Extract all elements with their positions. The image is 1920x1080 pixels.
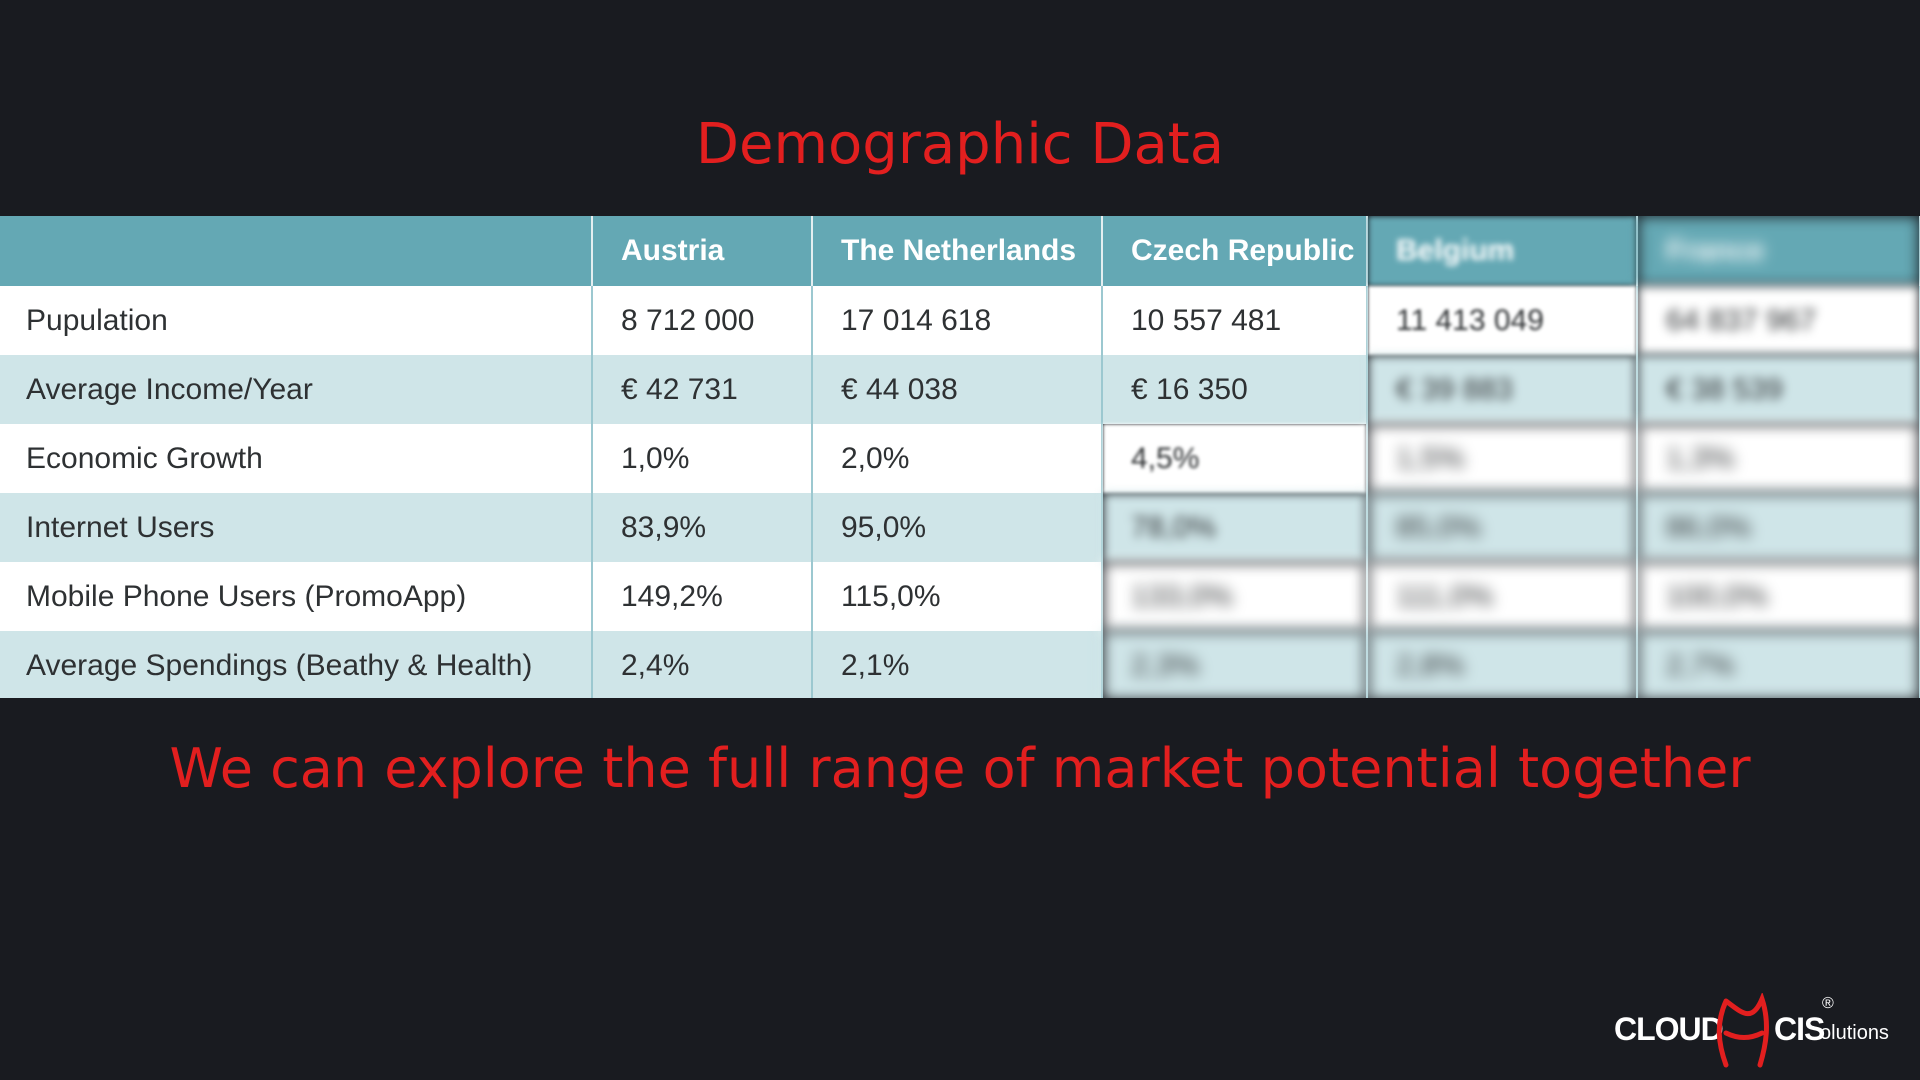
header-netherlands: The Netherlands — [812, 216, 1103, 286]
cell-netherlands: 2,1% — [812, 631, 1103, 698]
demographic-table: Austria The Netherlands Czech Republic B… — [0, 216, 1920, 698]
table-row: Average Income/Year € 42 731 € 44 038 € … — [0, 355, 1920, 424]
cell-france: 1,3% — [1637, 424, 1920, 493]
cell-netherlands: € 44 038 — [812, 355, 1103, 424]
table-header-row: Austria The Netherlands Czech Republic B… — [0, 216, 1920, 286]
row-label: Average Spendings (Beathy & Health) — [0, 631, 593, 698]
row-label: Mobile Phone Users (PromoApp) — [0, 562, 593, 631]
row-label: Pupulation — [0, 286, 593, 355]
cell-netherlands: 95,0% — [812, 493, 1103, 562]
cell-france: 86,0% — [1637, 493, 1920, 562]
cell-netherlands: 115,0% — [812, 562, 1103, 631]
table-row: Average Spendings (Beathy & Health) 2,4%… — [0, 631, 1920, 698]
logo-word-cis: CIS — [1774, 1011, 1825, 1047]
row-label: Internet Users — [0, 493, 593, 562]
cell-netherlands: 17 014 618 — [812, 286, 1103, 355]
cell-belgium: 1,5% — [1367, 424, 1638, 493]
table-row: Pupulation 8 712 000 17 014 618 10 557 4… — [0, 286, 1920, 355]
cell-belgium: 2,8% — [1367, 631, 1638, 698]
logo-figure-icon — [1716, 993, 1769, 1068]
header-czech-republic: Czech Republic — [1102, 216, 1368, 286]
cell-belgium: 85,0% — [1367, 493, 1638, 562]
header-austria: Austria — [592, 216, 813, 286]
cell-austria: 1,0% — [592, 424, 813, 493]
cell-czech-republic: 4,5% — [1102, 424, 1368, 493]
cell-belgium: 11 413 049 — [1367, 286, 1638, 355]
row-label: Average Income/Year — [0, 355, 593, 424]
slide-title: Demographic Data — [695, 112, 1225, 177]
cell-czech-republic: € 16 350 — [1102, 355, 1368, 424]
header-belgium: Belgium — [1367, 216, 1638, 286]
table-row: Economic Growth 1,0% 2,0% 4,5% 1,5% 1,3% — [0, 424, 1920, 493]
logo-word-cloud: CLOUD — [1614, 1011, 1724, 1047]
slide-tagline: We can explore the full range of market … — [169, 737, 1751, 800]
cell-czech-republic: 2,3% — [1102, 631, 1368, 698]
cell-france: € 38 539 — [1637, 355, 1920, 424]
cell-netherlands: 2,0% — [812, 424, 1103, 493]
table-row: Mobile Phone Users (PromoApp) 149,2% 115… — [0, 562, 1920, 631]
logo-word-olutions: olutions — [1820, 1022, 1889, 1044]
cell-austria: 2,4% — [592, 631, 813, 698]
row-label: Economic Growth — [0, 424, 593, 493]
cell-czech-republic: 10 557 481 — [1102, 286, 1368, 355]
cell-czech-republic: 133,0% — [1102, 562, 1368, 631]
header-france: France — [1637, 216, 1920, 286]
cell-czech-republic: 78,0% — [1102, 493, 1368, 562]
cell-france: 64 837 967 — [1637, 286, 1920, 355]
cell-belgium: 111,0% — [1367, 562, 1638, 631]
table-row: Internet Users 83,9% 95,0% 78,0% 85,0% 8… — [0, 493, 1920, 562]
cell-austria: € 42 731 — [592, 355, 813, 424]
logo-registered-mark: ® — [1822, 995, 1834, 1012]
header-empty — [0, 216, 593, 286]
cell-austria: 149,2% — [592, 562, 813, 631]
cell-austria: 83,9% — [592, 493, 813, 562]
cell-france: 100,0% — [1637, 562, 1920, 631]
cloudcis-logo: CLOUD CIS ® olutions — [1614, 993, 1904, 1068]
cell-france: 2,7% — [1637, 631, 1920, 698]
cell-belgium: € 39 883 — [1367, 355, 1638, 424]
cell-austria: 8 712 000 — [592, 286, 813, 355]
